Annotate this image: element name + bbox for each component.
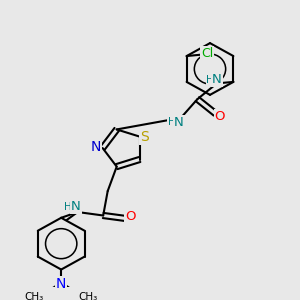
- Text: N: N: [56, 277, 66, 291]
- Text: N: N: [71, 200, 80, 213]
- Text: N: N: [174, 116, 184, 129]
- Text: O: O: [125, 210, 135, 224]
- Text: N: N: [212, 74, 222, 86]
- Text: Cl: Cl: [201, 47, 213, 60]
- Text: O: O: [214, 110, 225, 124]
- Text: H: H: [64, 202, 72, 212]
- Text: S: S: [140, 130, 149, 143]
- Text: H: H: [206, 75, 214, 85]
- Text: N: N: [91, 140, 101, 154]
- Text: H: H: [168, 117, 176, 127]
- Text: CH₃: CH₃: [25, 292, 44, 300]
- Text: CH₃: CH₃: [79, 292, 98, 300]
